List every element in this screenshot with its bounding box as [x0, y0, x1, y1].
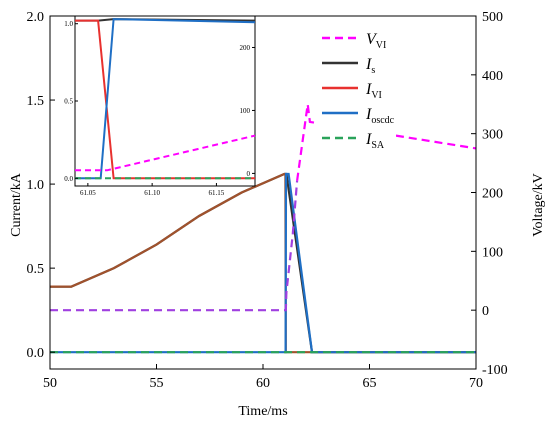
inset-x-tick-label-1: 61.10 — [144, 189, 160, 197]
x-axis-title: Time/ms — [238, 404, 287, 419]
x-tick-label-1: 55 — [150, 376, 164, 391]
y-right-tick-label-4: 300 — [482, 128, 503, 143]
legend-label-sub-4: SA — [371, 140, 385, 151]
main-series-layer — [50, 104, 477, 354]
y-right-tick-label-5: 400 — [482, 69, 503, 84]
y-right-tick-label-6: 500 — [482, 10, 503, 25]
inset-ticks-layer: 61.05 61.10 61.15 0.0 0.5 1.0 0 100 200 — [64, 20, 255, 197]
y-left-tick-label-2: 1.0 — [27, 178, 45, 193]
inset-series-line-IVI — [75, 19, 255, 180]
inset-y-right-tick-label-0: 0 — [247, 170, 251, 178]
legend-label-sub-2: VI — [371, 90, 382, 101]
legend-label-sub-0: VI — [376, 40, 387, 51]
inset-series-line-VVI — [75, 134, 256, 172]
x-tick-label-4: 70 — [469, 376, 483, 391]
y-right-tick-label-1: 0 — [482, 304, 489, 319]
inset-x-tick-label-2: 61.15 — [209, 189, 225, 197]
x-tick-label-2: 60 — [256, 376, 270, 391]
inset-x-tick-label-0: 61.05 — [80, 189, 96, 197]
y-right-tick-label-3: 200 — [482, 187, 503, 202]
inset-y-left-tick-label-1: 0.5 — [64, 98, 73, 106]
left-axis-title: Current/kA — [9, 172, 24, 237]
inset-chart: 61.05 61.10 61.15 0.0 0.5 1.0 0 100 200 — [64, 15, 256, 197]
y-right-tick-label-0: -100 — [482, 363, 508, 378]
inset-y-left-tick-label-0: 0.0 — [64, 175, 73, 183]
inset-y-right-tick-label-1: 100 — [240, 107, 251, 115]
y-left-tick-label-1: 0.5 — [27, 262, 45, 277]
y-right-tick-label-2: 100 — [482, 245, 503, 260]
x-tick-label-3: 65 — [363, 376, 377, 391]
y-left-tick-label-4: 2.0 — [27, 10, 45, 25]
inset-y-left-tick-label-2: 1.0 — [64, 20, 73, 28]
legend-label-sub-3: oscdc — [371, 115, 394, 126]
y-left-tick-label-0: 0.0 — [27, 346, 45, 361]
inset-y-right-tick-label-2: 200 — [240, 44, 251, 52]
right-axis-title: Voltage/kV — [531, 173, 546, 237]
legend-label-1: Is — [365, 56, 375, 76]
x-tick-label-0: 50 — [43, 376, 57, 391]
inset-series-layer — [75, 18, 256, 180]
series-line-VVI — [50, 180, 299, 312]
y-left-tick-label-3: 1.5 — [27, 94, 45, 109]
main-ticks-layer: 50 55 60 65 70 0.0 0.5 1.0 1.5 2.0 -100 0 100 200 300 4… — [27, 10, 508, 391]
legend-label-sub-1: s — [371, 65, 375, 76]
